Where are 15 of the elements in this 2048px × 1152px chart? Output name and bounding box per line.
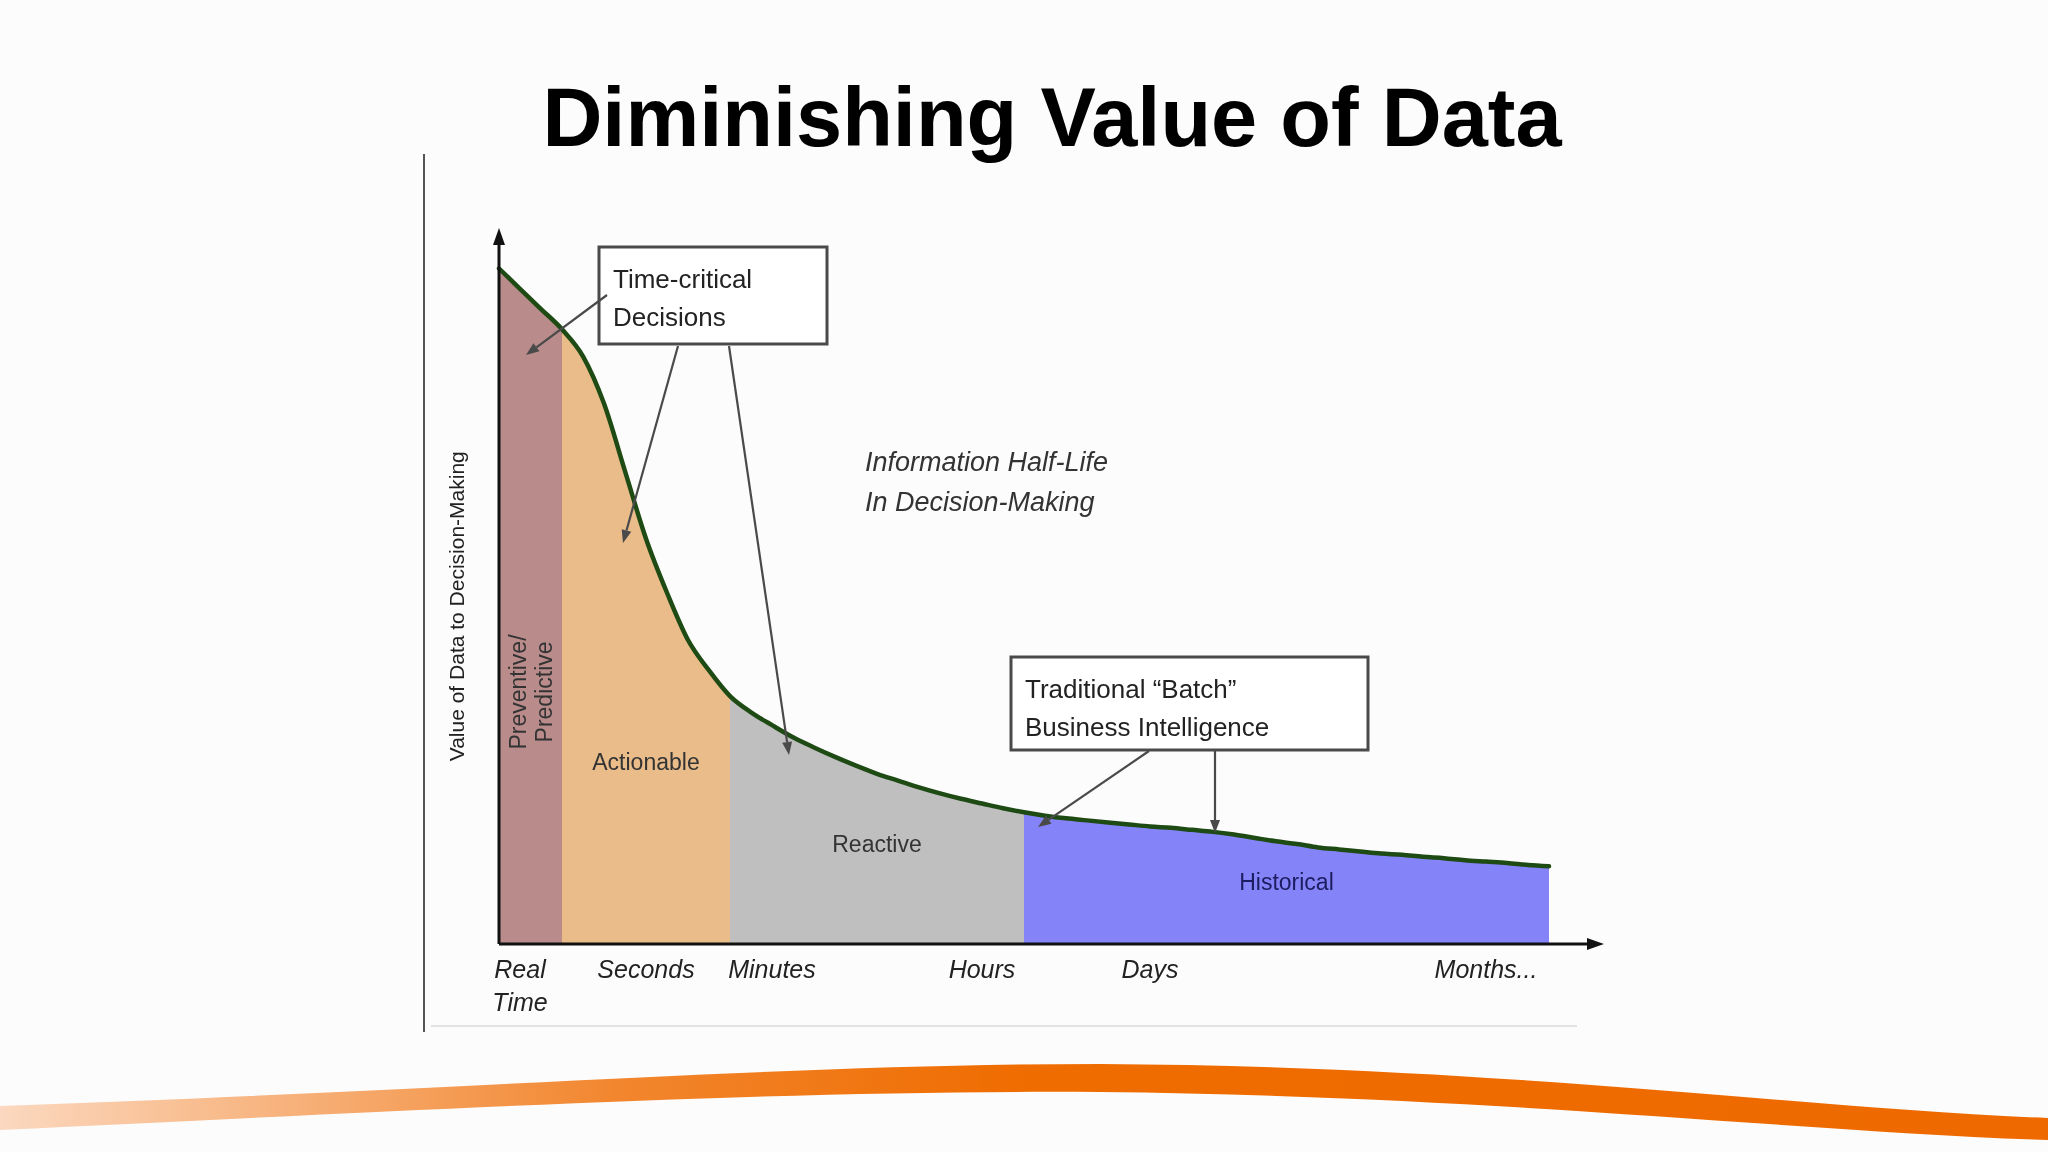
x-tick-label: Hours (948, 955, 1016, 983)
annotation: Traditional “Batch” Business Intelligence (1025, 674, 1270, 742)
series-label: Historical (1239, 868, 1334, 895)
chart-title: Diminishing Value of Data (542, 71, 1563, 164)
x-tick-label: Real Time (492, 955, 548, 1016)
x-tick-label: Minutes (728, 955, 816, 983)
x-tick-label: Seconds (597, 955, 695, 983)
y-axis-title: Value of Data to Decision-Making (445, 451, 468, 762)
series-label: Reactive (832, 830, 922, 857)
annotation: Time-critical Decisions (613, 264, 753, 332)
series-label: Actionable (592, 749, 700, 776)
series-label: Preventive/ Predictive (504, 633, 557, 750)
x-tick-label: Months... (1434, 955, 1538, 983)
annotation: Information Half-Life In Decision-Making (865, 447, 1109, 517)
x-tick-label: Days (1121, 955, 1179, 983)
